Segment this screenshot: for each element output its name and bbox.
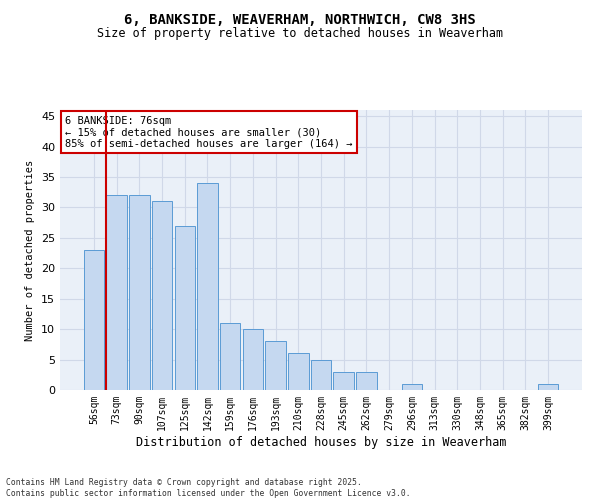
Bar <box>84 250 104 390</box>
X-axis label: Distribution of detached houses by size in Weaverham: Distribution of detached houses by size … <box>136 436 506 448</box>
Y-axis label: Number of detached properties: Number of detached properties <box>25 160 35 340</box>
Bar <box>288 354 308 390</box>
Bar <box>175 226 195 390</box>
Bar <box>242 329 263 390</box>
Bar <box>265 342 286 390</box>
Bar <box>401 384 422 390</box>
Bar <box>311 360 331 390</box>
Bar <box>152 202 172 390</box>
Bar <box>220 323 241 390</box>
Bar <box>129 195 149 390</box>
Text: 6, BANKSIDE, WEAVERHAM, NORTHWICH, CW8 3HS: 6, BANKSIDE, WEAVERHAM, NORTHWICH, CW8 3… <box>124 12 476 26</box>
Text: Contains HM Land Registry data © Crown copyright and database right 2025.
Contai: Contains HM Land Registry data © Crown c… <box>6 478 410 498</box>
Text: Size of property relative to detached houses in Weaverham: Size of property relative to detached ho… <box>97 28 503 40</box>
Bar <box>356 372 377 390</box>
Text: 6 BANKSIDE: 76sqm
← 15% of detached houses are smaller (30)
85% of semi-detached: 6 BANKSIDE: 76sqm ← 15% of detached hous… <box>65 116 353 149</box>
Bar <box>538 384 558 390</box>
Bar <box>106 195 127 390</box>
Bar <box>334 372 354 390</box>
Bar <box>197 183 218 390</box>
